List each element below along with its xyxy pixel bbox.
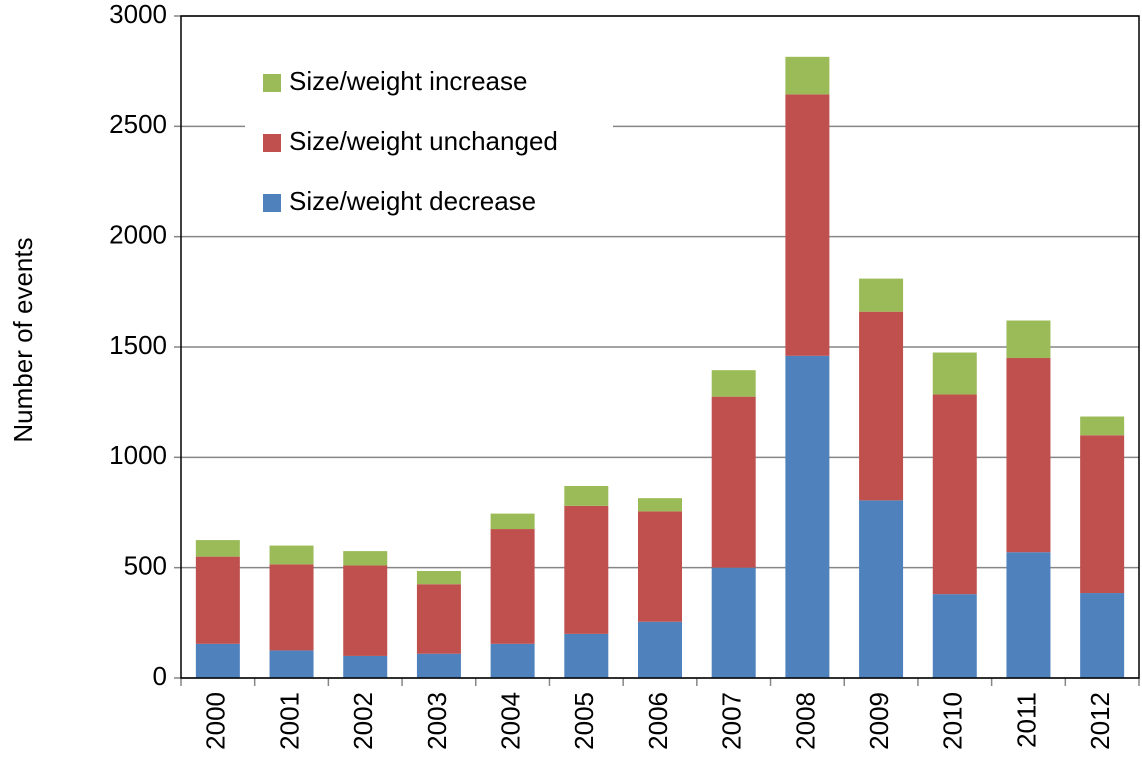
bar-segment <box>195 540 240 557</box>
bar-segment <box>490 529 535 644</box>
legend-label: Size/weight decrease <box>289 186 536 216</box>
bar-segment <box>859 500 904 678</box>
bar-segment <box>343 565 388 656</box>
x-tick-label: 2012 <box>1085 692 1115 750</box>
x-tick-label: 2010 <box>938 692 968 750</box>
y-tick-label: 3000 <box>109 0 167 29</box>
x-tick-label: 2007 <box>717 692 747 750</box>
bar-segment <box>416 570 461 585</box>
bar-segment <box>269 650 314 678</box>
x-tick-label: 2002 <box>348 692 378 750</box>
bar-segment <box>638 511 682 622</box>
bar-segment <box>859 311 904 501</box>
bar-segment <box>343 551 388 566</box>
bar-segment <box>711 567 756 678</box>
x-tick-label: 2003 <box>422 692 452 750</box>
x-tick-label: 2009 <box>864 692 894 750</box>
bar-segment <box>859 278 904 312</box>
bar-segment <box>1006 552 1051 678</box>
bar-segment <box>343 655 388 678</box>
bar-segment <box>564 505 609 634</box>
bar-segment <box>195 556 240 644</box>
bar-segment <box>490 513 535 530</box>
bar-segment <box>638 498 682 512</box>
x-tick-label: 2006 <box>643 692 673 750</box>
bar-segment <box>490 643 535 678</box>
bar-segment <box>564 486 609 506</box>
x-tick-label: 2004 <box>495 692 525 750</box>
bar-segment <box>785 94 830 356</box>
x-tick-label: 2011 <box>1011 692 1041 748</box>
y-tick-label: 2500 <box>109 109 167 139</box>
bar-segment <box>195 643 240 678</box>
bar-segment <box>711 370 756 397</box>
bar-segment <box>932 394 977 595</box>
bar-segment <box>1006 320 1051 359</box>
x-tick-label: 2005 <box>569 692 599 750</box>
bar-segment <box>1080 593 1125 678</box>
bar-segment <box>416 653 461 678</box>
bar-segment <box>785 355 830 678</box>
bar-segment <box>711 396 756 568</box>
bar-segment <box>269 564 314 651</box>
y-tick-label: 0 <box>153 661 167 691</box>
x-tick-label: 2008 <box>790 692 820 750</box>
plot-border <box>180 15 1140 679</box>
x-tick-label: 2001 <box>274 692 304 750</box>
y-tick-label: 1500 <box>109 330 167 360</box>
y-axis-label: Number of events <box>8 237 38 442</box>
legend-swatch <box>263 74 281 92</box>
bar-segment <box>564 633 609 678</box>
y-tick-label: 2000 <box>109 220 167 250</box>
bar-segment <box>1080 416 1125 436</box>
legend-label: Size/weight increase <box>289 66 527 96</box>
bar-segment <box>785 56 830 95</box>
y-tick-label: 1000 <box>109 440 167 470</box>
legend-swatch <box>263 194 281 212</box>
bar-segment <box>416 584 461 654</box>
bar-segment <box>1006 358 1051 553</box>
legend-box <box>245 58 613 228</box>
y-tick-label: 500 <box>124 551 167 581</box>
legend-label: Size/weight unchanged <box>289 126 558 156</box>
bar-segment <box>638 621 682 678</box>
bar-segment <box>269 545 314 565</box>
x-tick-label: 2000 <box>201 692 231 750</box>
bar-segment <box>1080 435 1125 594</box>
bar-segment <box>932 352 977 395</box>
legend-swatch <box>263 134 281 152</box>
bar-segment <box>932 594 977 678</box>
